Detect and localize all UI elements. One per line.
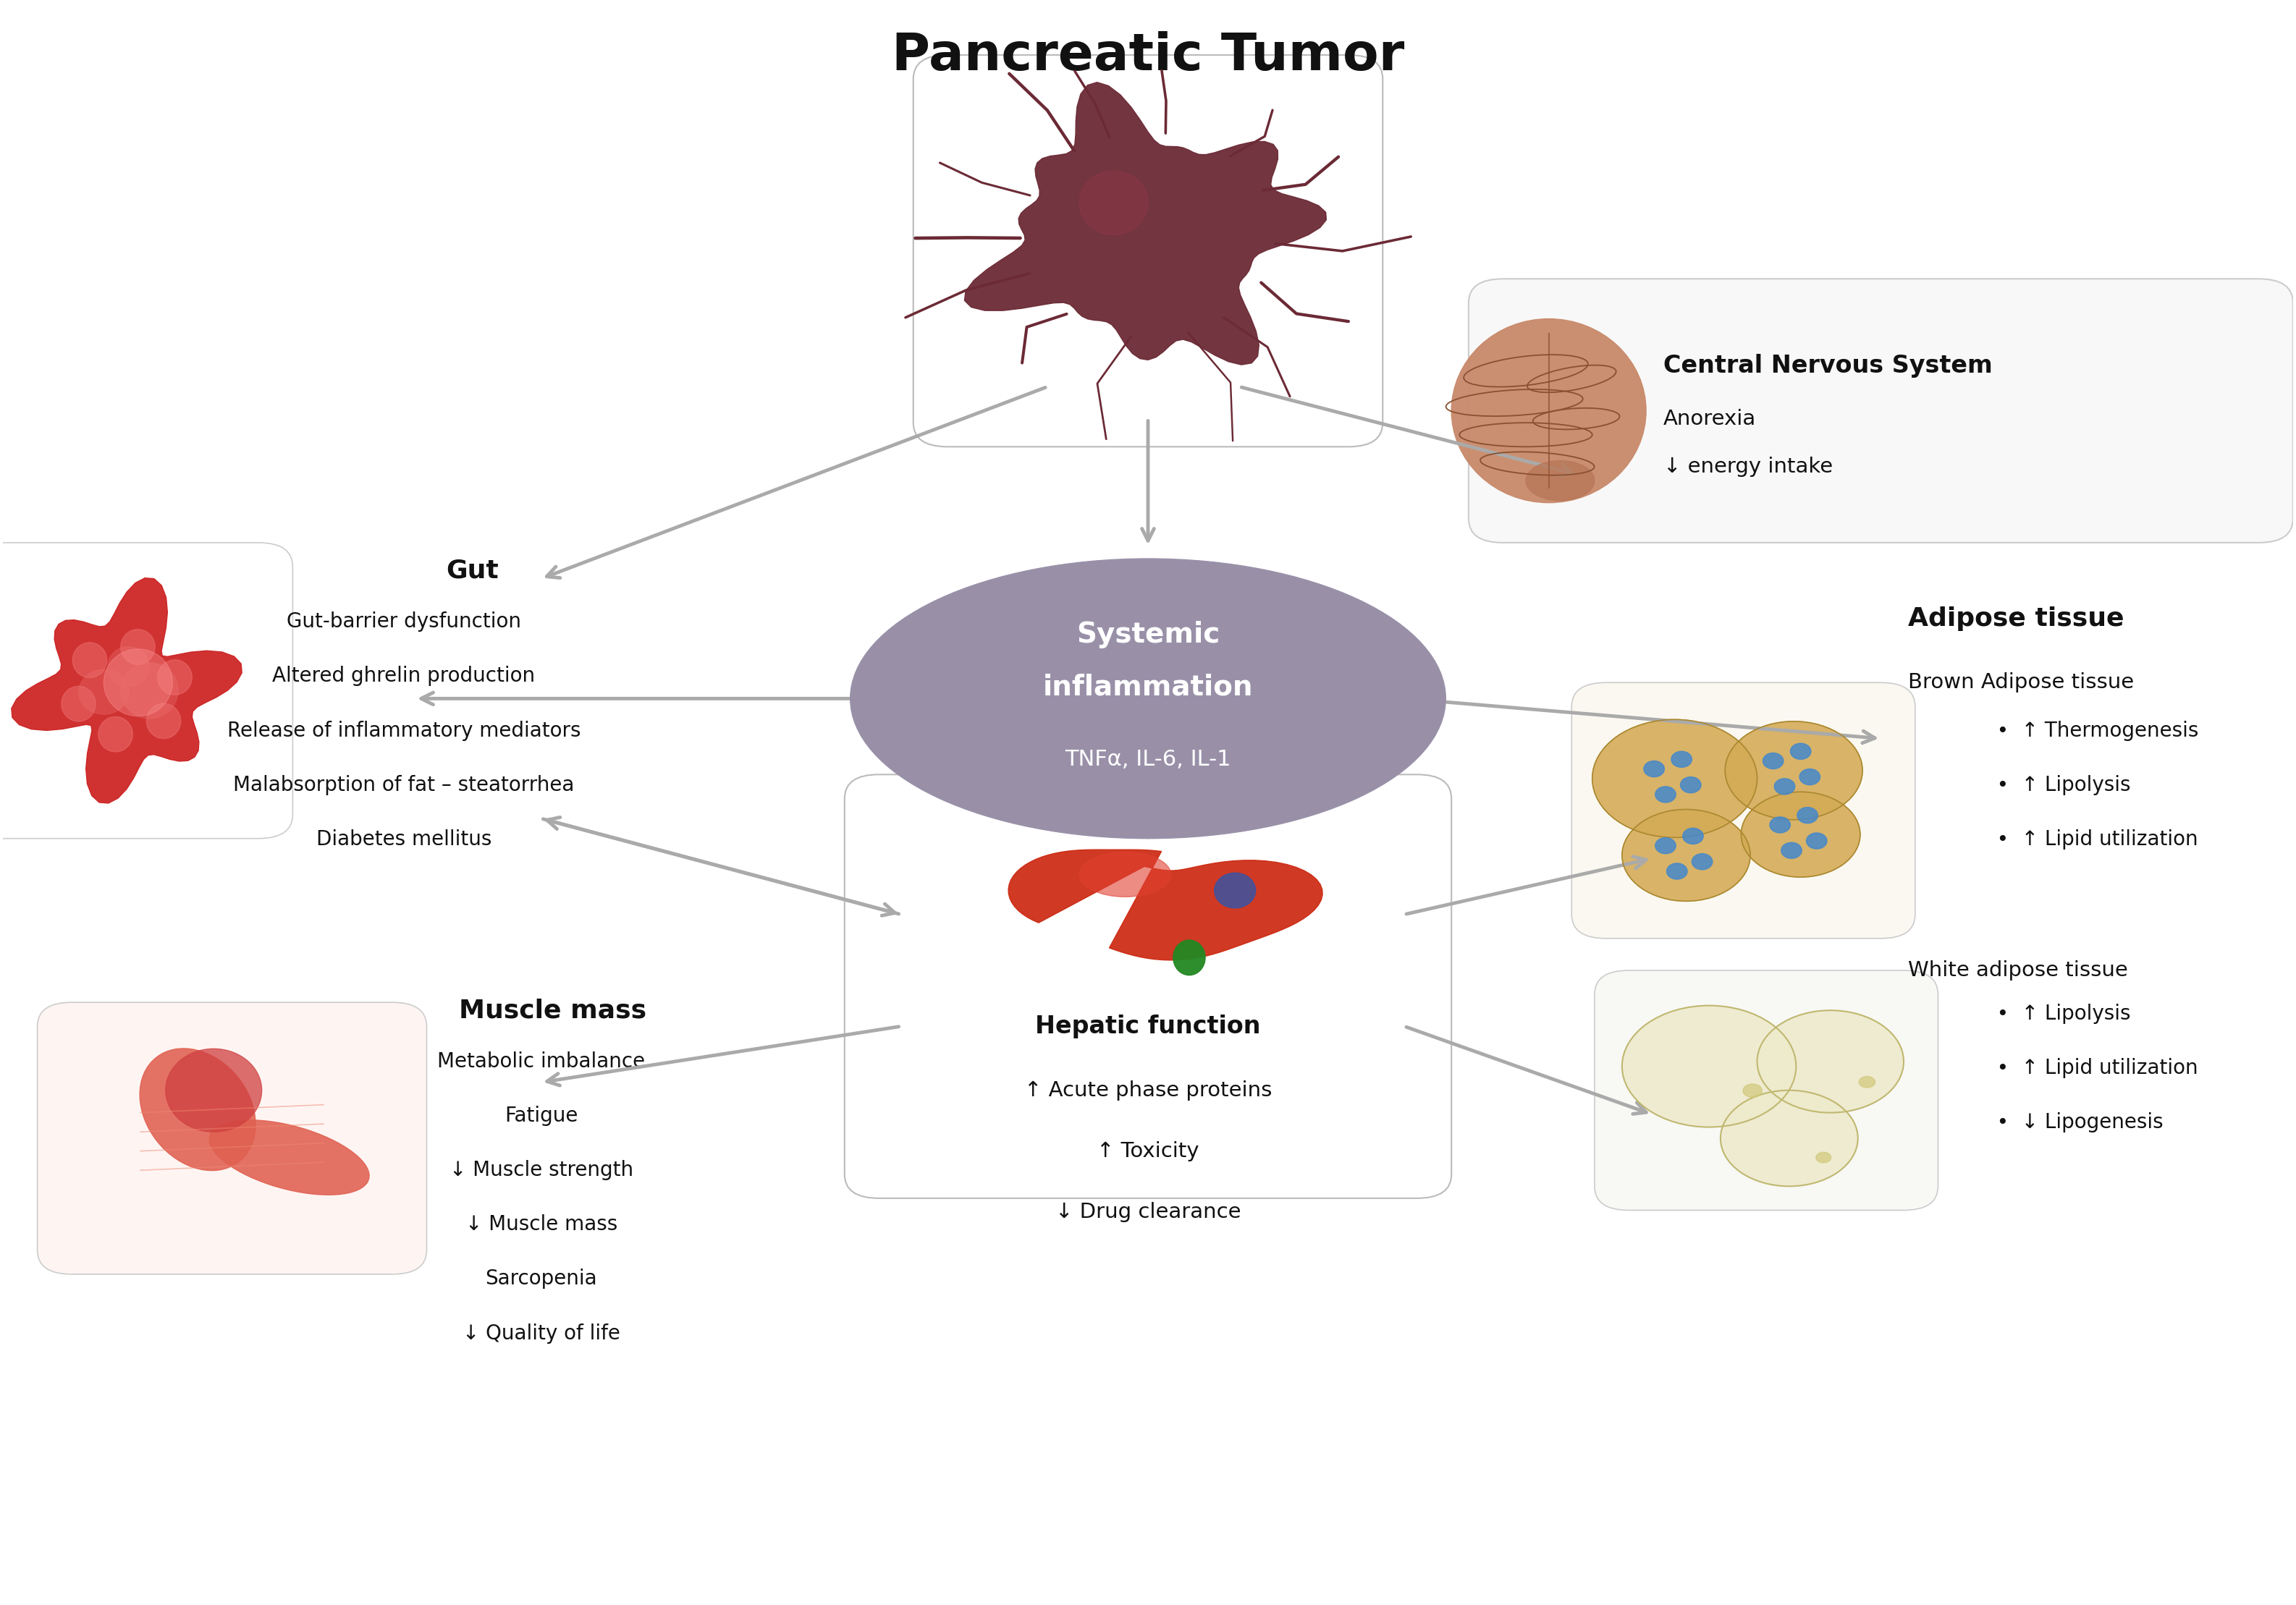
Ellipse shape: [1655, 786, 1676, 802]
Text: ↓ Muscle mass: ↓ Muscle mass: [466, 1215, 618, 1234]
Text: ↓ Drug clearance: ↓ Drug clearance: [1056, 1202, 1240, 1221]
Text: ↓ energy intake: ↓ energy intake: [1662, 456, 1832, 477]
Ellipse shape: [209, 1120, 370, 1194]
Ellipse shape: [1671, 751, 1692, 767]
Ellipse shape: [1740, 791, 1860, 876]
Ellipse shape: [165, 1048, 262, 1132]
Ellipse shape: [1807, 833, 1828, 849]
FancyBboxPatch shape: [37, 1003, 427, 1274]
Ellipse shape: [1724, 721, 1862, 820]
Ellipse shape: [1775, 778, 1795, 794]
Text: ↑ Toxicity: ↑ Toxicity: [1097, 1141, 1199, 1160]
Ellipse shape: [62, 687, 96, 721]
Ellipse shape: [1816, 1152, 1832, 1162]
Ellipse shape: [1451, 319, 1646, 502]
Text: TNFα, IL-6, IL-1: TNFα, IL-6, IL-1: [1065, 750, 1231, 770]
Text: •  ↑ Lipid utilization: • ↑ Lipid utilization: [1984, 1058, 2197, 1079]
Polygon shape: [964, 82, 1327, 364]
Ellipse shape: [1655, 838, 1676, 854]
Ellipse shape: [1798, 807, 1818, 823]
Text: ↑ Acute phase proteins: ↑ Acute phase proteins: [1024, 1080, 1272, 1101]
Ellipse shape: [1644, 761, 1665, 777]
Ellipse shape: [1860, 1077, 1876, 1088]
Ellipse shape: [1621, 809, 1750, 900]
Ellipse shape: [1527, 461, 1593, 501]
Text: Gut: Gut: [445, 559, 498, 583]
Text: Hepatic function: Hepatic function: [1035, 1014, 1261, 1038]
Text: Pancreatic Tumor: Pancreatic Tumor: [891, 30, 1405, 80]
Ellipse shape: [1756, 1011, 1903, 1112]
Text: •  ↑ Lipolysis: • ↑ Lipolysis: [1984, 1003, 2131, 1024]
Ellipse shape: [1800, 769, 1821, 785]
FancyBboxPatch shape: [914, 55, 1382, 446]
Ellipse shape: [140, 1048, 255, 1170]
Text: Metabolic imbalance: Metabolic imbalance: [436, 1051, 645, 1072]
FancyBboxPatch shape: [1469, 279, 2294, 542]
Ellipse shape: [1743, 1083, 1761, 1098]
Text: Altered ghrelin production: Altered ghrelin production: [273, 666, 535, 687]
Ellipse shape: [103, 648, 172, 716]
Ellipse shape: [1681, 777, 1701, 793]
Text: White adipose tissue: White adipose tissue: [1908, 960, 2128, 981]
Text: •  ↑ Thermogenesis: • ↑ Thermogenesis: [1984, 721, 2197, 740]
FancyBboxPatch shape: [1593, 971, 1938, 1210]
Text: Adipose tissue: Adipose tissue: [1908, 607, 2124, 631]
Polygon shape: [11, 578, 241, 802]
FancyBboxPatch shape: [845, 775, 1451, 1199]
Ellipse shape: [1683, 828, 1704, 844]
Ellipse shape: [1791, 743, 1812, 759]
Text: •  ↑ Lipolysis: • ↑ Lipolysis: [1984, 775, 2131, 794]
FancyBboxPatch shape: [0, 542, 292, 838]
Text: ↓ Muscle strength: ↓ Muscle strength: [450, 1160, 634, 1180]
Text: Central Nervous System: Central Nervous System: [1662, 355, 1993, 377]
Text: inflammation: inflammation: [1042, 674, 1254, 701]
Ellipse shape: [122, 629, 156, 664]
Ellipse shape: [78, 669, 129, 714]
Ellipse shape: [73, 642, 108, 677]
Text: Brown Adipose tissue: Brown Adipose tissue: [1908, 672, 2135, 693]
Ellipse shape: [147, 703, 181, 738]
Ellipse shape: [122, 663, 179, 719]
Ellipse shape: [1173, 941, 1205, 976]
Ellipse shape: [1763, 753, 1784, 769]
Text: Fatigue: Fatigue: [505, 1106, 579, 1127]
Text: Diabetes mellitus: Diabetes mellitus: [317, 830, 491, 849]
Text: ↓ Quality of life: ↓ Quality of life: [461, 1323, 620, 1343]
Polygon shape: [1008, 849, 1322, 960]
Text: Muscle mass: Muscle mass: [459, 998, 647, 1022]
Text: Systemic: Systemic: [1077, 621, 1219, 648]
Text: Malabsorption of fat – steatorrhea: Malabsorption of fat – steatorrhea: [234, 775, 574, 794]
Ellipse shape: [1782, 843, 1802, 859]
Ellipse shape: [158, 660, 193, 695]
Ellipse shape: [850, 559, 1446, 838]
Text: Anorexia: Anorexia: [1662, 409, 1756, 429]
Ellipse shape: [1079, 170, 1148, 234]
FancyBboxPatch shape: [1573, 682, 1915, 939]
Text: Gut-barrier dysfunction: Gut-barrier dysfunction: [287, 612, 521, 632]
Ellipse shape: [1591, 719, 1756, 838]
Text: •  ↓ Lipogenesis: • ↓ Lipogenesis: [1984, 1112, 2163, 1133]
Ellipse shape: [1720, 1090, 1857, 1186]
Ellipse shape: [1692, 854, 1713, 870]
Text: •  ↑ Lipid utilization: • ↑ Lipid utilization: [1984, 830, 2197, 849]
Ellipse shape: [1770, 817, 1791, 833]
Text: Sarcopenia: Sarcopenia: [484, 1270, 597, 1289]
Ellipse shape: [108, 647, 149, 687]
Ellipse shape: [1215, 873, 1256, 908]
Ellipse shape: [1079, 852, 1171, 897]
Ellipse shape: [1621, 1006, 1795, 1127]
Text: Release of inflammatory mediators: Release of inflammatory mediators: [227, 721, 581, 740]
Ellipse shape: [1667, 863, 1688, 880]
Ellipse shape: [99, 717, 133, 751]
